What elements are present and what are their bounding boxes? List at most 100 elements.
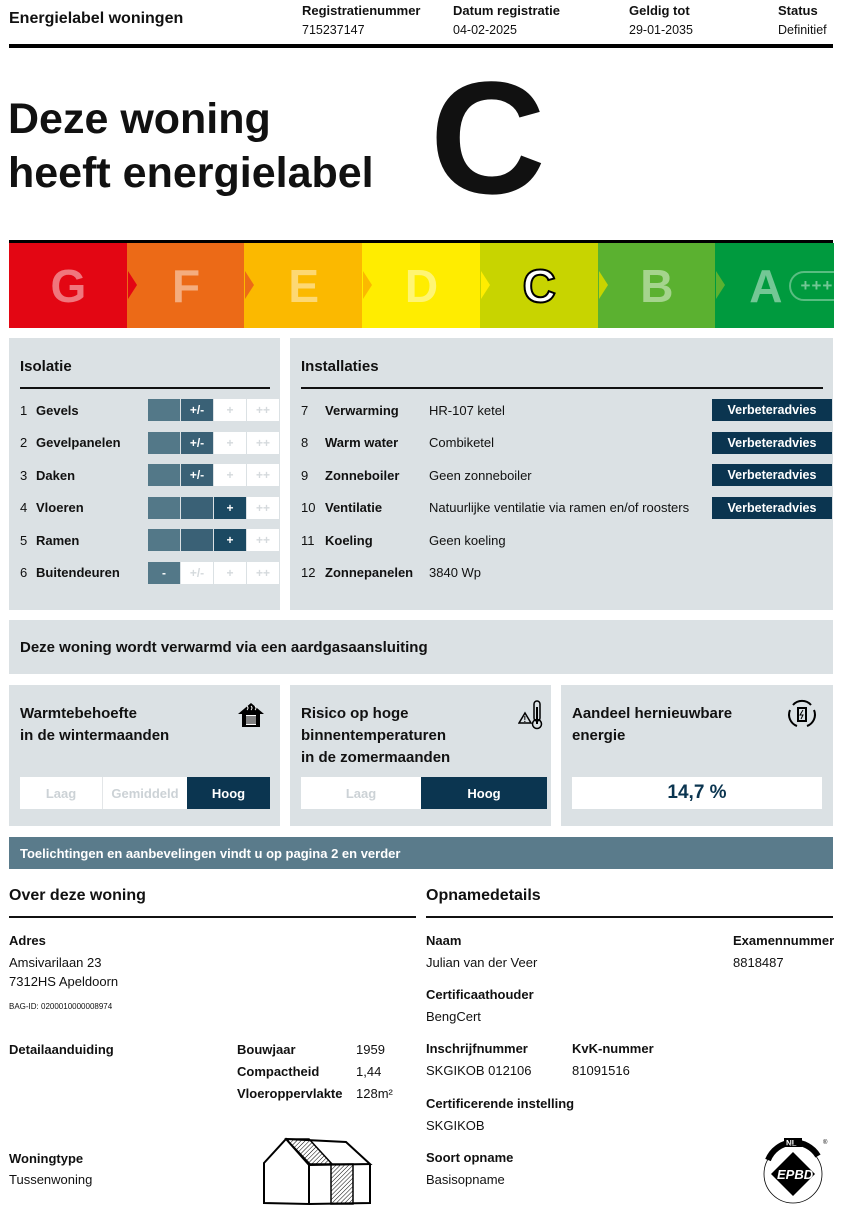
renewable-percentage: 14,7 % [572, 777, 822, 809]
header-field-registratienummer: Registratienummer 715237147 [302, 3, 420, 37]
scale-letter: E [288, 259, 320, 312]
instelling-value: SKGIKOB [426, 1118, 485, 1133]
row-number: 1 [20, 402, 28, 418]
rating-cell: +/- [181, 399, 213, 421]
row-number: 6 [20, 565, 28, 580]
row-value: Geen zonneboiler [429, 467, 532, 483]
rating-cell: + [214, 431, 246, 454]
rating-cell: - [148, 561, 180, 584]
verbeteradvies-button[interactable]: Verbeteradvies [712, 464, 832, 486]
installatie-row-koeling: 11 Koeling Geen koeling [301, 529, 823, 551]
verbeteradvies-button[interactable]: Verbeteradvies [712, 399, 832, 421]
epbd-logo: NL EPBD ® [763, 1138, 828, 1204]
adres-straat: Amsivarilaan 23 [9, 955, 102, 970]
bag-id: BAG-ID: 0200010000008974 [9, 1002, 113, 1011]
svg-text:!: ! [524, 715, 527, 724]
toelichting-banner: Toelichtingen en aanbevelingen vindt u o… [9, 837, 833, 869]
card-warmtebehoefte: Warmtebehoefte in de wintermaanden Laag G… [9, 685, 280, 826]
soort-opname-value: Basisopname [426, 1172, 505, 1187]
rating-cell [148, 464, 180, 486]
certificaathouder-value: BengCert [426, 1009, 481, 1024]
row-number: 9 [301, 467, 309, 483]
rating-cell: ++ [247, 561, 279, 584]
title-line: Risico op hoge [301, 705, 409, 722]
row-label: Daken [36, 467, 76, 483]
bouwjaar-label: Bouwjaar [237, 1042, 296, 1057]
naam-label: Naam [426, 933, 462, 948]
segment-arrow [598, 271, 608, 299]
compactheid-label: Compactheid [237, 1064, 320, 1079]
verbeteradvies-button[interactable]: Verbeteradvies [712, 496, 832, 519]
field-value: 715237147 [302, 23, 365, 37]
card-title: Risico op hoge binnentemperaturen in de zo… [301, 703, 450, 769]
title-line: Warmtebehoefte [20, 705, 137, 722]
kvk-value: 81091516 [572, 1063, 630, 1078]
scale-segment-c: C [479, 243, 608, 328]
a-plus-badge: ++++ [788, 270, 853, 301]
card-title: Warmtebehoefte in de wintermaanden [20, 703, 169, 747]
verbeteradvies-button[interactable]: Verbeteradvies [712, 431, 832, 454]
field-value: 04-02-2025 [453, 23, 517, 37]
inschrijfnummer-label: Inschrijfnummer [426, 1041, 528, 1056]
isolatie-rating: +/- + ++ [148, 431, 279, 454]
isolatie-rating: +/- + ++ [148, 464, 279, 486]
row-label: Gevelpanelen [36, 435, 121, 450]
panel-title: Isolatie [20, 358, 72, 375]
rating-cell [148, 529, 180, 551]
renewable-battery-icon [788, 699, 816, 727]
segment-arrow [363, 271, 373, 299]
row-label: Warm water [325, 435, 399, 450]
woningtype-label: Woningtype [9, 1151, 84, 1166]
adres-label: Adres [9, 933, 46, 948]
woningtype-value: Tussenwoning [9, 1172, 93, 1187]
kvk-label: KvK-nummer [572, 1041, 654, 1056]
examennummer-label: Examennummer [733, 933, 835, 948]
isolatie-row-gevelpanelen: 2 Gevelpanelen +/- + ++ [20, 431, 279, 454]
installatie-row-zonneboiler: 9 Zonneboiler Geen zonneboiler Verbeteradvi… [301, 464, 832, 486]
header-field-status: Status Definitief [778, 3, 827, 37]
isolatie-row-gevels: 1 Gevels +/- + ++ [20, 399, 279, 421]
installaties-panel: Installaties 7 Verwarming HR-107 ketel Verb… [290, 338, 833, 610]
hero-heading: Deze woning heeft energielabel [8, 92, 374, 200]
rating-cell: ++ [247, 464, 279, 486]
row-value: Geen koeling [429, 532, 506, 548]
rating-cell: +/- [181, 464, 213, 486]
field-label: Status [778, 3, 818, 18]
title-line: Aandeel hernieuwbare [572, 705, 733, 722]
tussenwoning-house-icon [263, 1137, 373, 1206]
option-hoog-selected: Hoog [187, 777, 270, 809]
verwarming-banner: Deze woning wordt verwarmd via een aardg… [9, 620, 833, 674]
rating-cell [181, 496, 213, 519]
scale-segment-b: B [597, 243, 726, 328]
scale-letter: D [404, 259, 439, 312]
scale-segment-a: A ++++ [715, 243, 853, 328]
field-label: Registratienummer [302, 3, 421, 18]
installatie-row-warm-water: 8 Warm water Combiketel Verbeteradvies [301, 431, 832, 454]
vloeroppervlakte-value: 128m² [356, 1086, 393, 1101]
scale-letter: A [749, 259, 783, 312]
option-laag: Laag [20, 777, 102, 809]
panel-title: Installaties [301, 358, 379, 375]
field-label: Datum registratie [453, 3, 560, 18]
rating-cell: + [214, 464, 246, 486]
rating-cell: +/- [181, 431, 213, 454]
risico-selector: Laag Hoog [301, 777, 547, 809]
option-gemiddeld: Gemiddeld [102, 777, 187, 809]
isolatie-row-ramen: 5 Ramen + ++ [20, 529, 279, 551]
title-line: in de wintermaanden [20, 727, 170, 744]
house-heating-icon [238, 703, 264, 727]
option-hoog-selected: Hoog [421, 777, 547, 809]
banner-text: Toelichtingen en aanbevelingen vindt u o… [20, 845, 401, 861]
row-value: Natuurlijke ventilatie via ramen en/of r… [429, 500, 690, 515]
segment-arrow [245, 271, 255, 299]
svg-text:EPBD: EPBD [777, 1167, 814, 1182]
scale-letter: C [522, 259, 557, 313]
isolatie-rating: +/- + ++ [148, 399, 279, 421]
row-number: 11 [301, 532, 315, 548]
banner-text: Deze woning wordt verwarmd via een aardg… [20, 639, 428, 656]
instelling-label: Certificerende instelling [426, 1096, 575, 1111]
scale-segment-f: F [126, 243, 255, 328]
row-number: 10 [301, 500, 316, 515]
segment-arrow [127, 271, 137, 299]
